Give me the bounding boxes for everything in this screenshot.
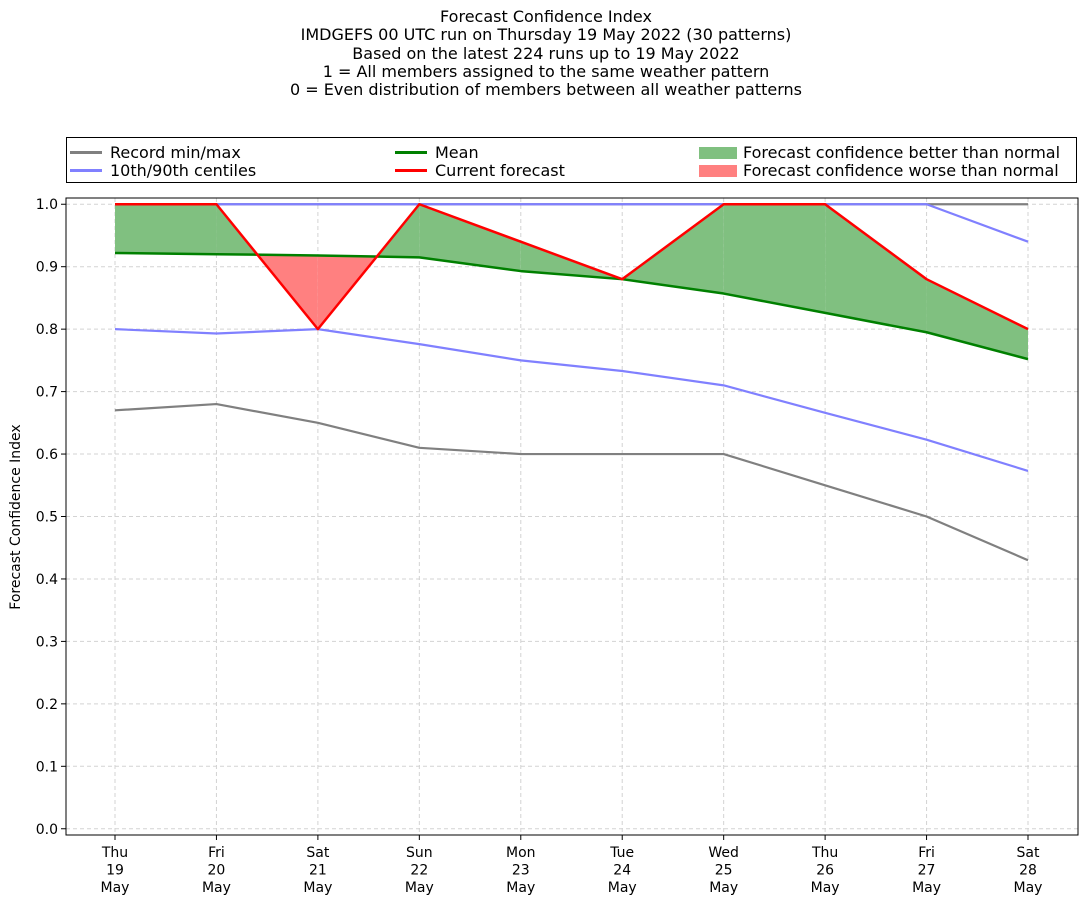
legend-label-current: Current forecast bbox=[435, 161, 565, 180]
y-tick-label: 0.6 bbox=[36, 447, 58, 463]
x-tick-label: Thu 19 May bbox=[101, 845, 130, 896]
legend-label-centiles: 10th/90th centiles bbox=[110, 161, 257, 180]
title-line: 1 = All members assigned to the same wea… bbox=[322, 61, 770, 81]
legend-item-current: Current forecast bbox=[395, 161, 565, 180]
title-line: IMDGEFS 00 UTC run on Thursday 19 May 20… bbox=[300, 25, 792, 45]
fill-better-than-normal bbox=[926, 279, 1028, 360]
legend-label-worse: Forecast confidence worse than normal bbox=[743, 161, 1059, 180]
series-line-current-forecast bbox=[115, 202, 1029, 331]
y-tick-label: 0.7 bbox=[36, 385, 58, 401]
title-line: Based on the latest 224 runs up to 19 Ma… bbox=[352, 43, 740, 63]
legend-item-better: Forecast confidence better than normal bbox=[699, 143, 1060, 162]
x-tick-label: Mon 23 May bbox=[506, 845, 536, 896]
legend-item-worse: Forecast confidence worse than normal bbox=[699, 161, 1059, 180]
legend-swatch-record bbox=[70, 151, 102, 154]
legend-item-record: Record min/max bbox=[70, 143, 241, 162]
fill-better-than-normal bbox=[419, 204, 521, 272]
legend-label-mean: Mean bbox=[435, 143, 479, 162]
y-tick-label: 0.2 bbox=[36, 697, 58, 713]
legend-swatch-better bbox=[699, 146, 737, 159]
x-tick-label: Thu 26 May bbox=[811, 845, 840, 896]
legend-label-record: Record min/max bbox=[110, 143, 241, 162]
legend: Record min/max 10th/90th centiles Mean C… bbox=[66, 137, 1077, 183]
x-tick-label: Sat 28 May bbox=[1014, 845, 1043, 896]
x-tick-label: Tue 24 May bbox=[608, 845, 637, 896]
fill-better-than-normal bbox=[825, 204, 927, 333]
title-line: Forecast Confidence Index bbox=[440, 7, 652, 26]
y-tick-label: 0.9 bbox=[36, 260, 58, 276]
y-tick-label: 0.3 bbox=[36, 634, 58, 650]
legend-label-better: Forecast confidence better than normal bbox=[743, 143, 1061, 162]
series-line-10th-centile bbox=[114, 328, 1029, 472]
series-line-90th-centile bbox=[115, 203, 1029, 243]
series-line-record-min bbox=[114, 402, 1029, 562]
y-tick-label: 1.0 bbox=[36, 197, 58, 213]
y-tick-label: 0.4 bbox=[36, 572, 58, 588]
y-tick-label: 0.5 bbox=[36, 510, 58, 526]
series-line-mean bbox=[114, 251, 1029, 361]
x-tick-label: Wed 25 May bbox=[708, 845, 739, 896]
y-tick-label: 0.1 bbox=[36, 759, 58, 775]
fill-better-than-normal bbox=[115, 204, 217, 255]
x-tick-label: Fri 27 May bbox=[912, 845, 941, 896]
y-tick-label: 0.0 bbox=[36, 822, 58, 838]
x-tick-label: Fri 20 May bbox=[202, 845, 231, 896]
x-tick-label: Sat 21 May bbox=[303, 845, 332, 896]
legend-swatch-current bbox=[395, 169, 427, 172]
fill-better-than-normal bbox=[622, 204, 724, 294]
legend-item-mean: Mean bbox=[395, 143, 479, 162]
title-line: 0 = Even distribution of members between… bbox=[289, 80, 803, 100]
legend-swatch-centiles bbox=[70, 169, 102, 172]
chart-title: Forecast Confidence Index IMDGEFS 00 UTC… bbox=[0, 7, 1092, 100]
legend-item-centiles: 10th/90th centiles bbox=[70, 161, 256, 180]
y-tick-label: 0.8 bbox=[36, 322, 58, 338]
x-tick-label: Sun 22 May bbox=[405, 845, 434, 896]
legend-swatch-worse bbox=[699, 164, 737, 177]
fill-better-than-normal bbox=[723, 204, 826, 313]
legend-swatch-mean bbox=[395, 151, 427, 154]
